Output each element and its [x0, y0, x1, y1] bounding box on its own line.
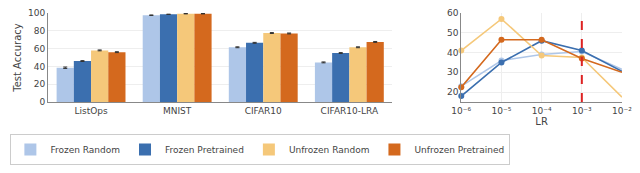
svg-text:10⁻⁵: 10⁻⁵ [492, 106, 512, 116]
svg-text:ListOps: ListOps [74, 106, 108, 116]
svg-text:10⁻²: 10⁻² [612, 106, 632, 116]
svg-text:50: 50 [447, 28, 459, 38]
svg-text:CIFAR10-LRA: CIFAR10-LRA [321, 106, 379, 116]
svg-text:10⁻⁴: 10⁻⁴ [532, 106, 552, 116]
svg-text:40: 40 [34, 62, 46, 72]
svg-text:20: 20 [34, 79, 46, 89]
svg-text:80: 80 [34, 26, 46, 36]
svg-text:Frozen Random: Frozen Random [50, 145, 120, 155]
svg-text:Unfrozen Random: Unfrozen Random [289, 145, 370, 155]
svg-text:0: 0 [39, 97, 45, 107]
svg-text:LR: LR [535, 116, 548, 127]
svg-text:60: 60 [447, 8, 459, 18]
svg-text:100: 100 [28, 8, 45, 18]
svg-text:MNIST: MNIST [163, 106, 192, 116]
svg-text:Test Accuracy: Test Accuracy [12, 23, 23, 93]
svg-text:10⁻⁶: 10⁻⁶ [451, 106, 471, 116]
svg-text:CIFAR10: CIFAR10 [245, 106, 282, 116]
svg-text:Frozen Pretrained: Frozen Pretrained [165, 145, 244, 155]
svg-text:30: 30 [447, 67, 459, 77]
svg-text:20: 20 [447, 87, 459, 97]
svg-text:Unfrozen Pretrained: Unfrozen Pretrained [414, 145, 504, 155]
svg-text:60: 60 [34, 44, 46, 54]
svg-text:10⁻³: 10⁻³ [572, 106, 592, 116]
svg-text:40: 40 [447, 48, 459, 58]
